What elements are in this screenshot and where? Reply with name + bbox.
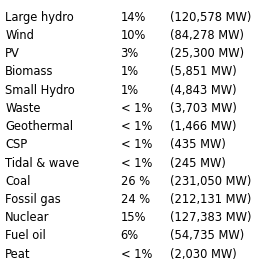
Text: Fossil gas: Fossil gas bbox=[5, 193, 61, 206]
Text: 1%: 1% bbox=[121, 84, 139, 97]
Text: Coal: Coal bbox=[5, 175, 31, 188]
Text: Peat: Peat bbox=[5, 248, 31, 261]
Text: (435 MW): (435 MW) bbox=[170, 138, 226, 151]
Text: (212,131 MW): (212,131 MW) bbox=[170, 193, 252, 206]
Text: 1%: 1% bbox=[121, 65, 139, 78]
Text: Wind: Wind bbox=[5, 29, 34, 42]
Text: < 1%: < 1% bbox=[121, 138, 152, 151]
Text: < 1%: < 1% bbox=[121, 102, 152, 115]
Text: (84,278 MW): (84,278 MW) bbox=[170, 29, 244, 42]
Text: (120,578 MW): (120,578 MW) bbox=[170, 11, 252, 24]
Text: (25,300 MW): (25,300 MW) bbox=[170, 47, 244, 60]
Text: (127,383 MW): (127,383 MW) bbox=[170, 211, 252, 224]
Text: 14%: 14% bbox=[121, 11, 146, 24]
Text: (2,030 MW): (2,030 MW) bbox=[170, 248, 237, 261]
Text: < 1%: < 1% bbox=[121, 120, 152, 133]
Text: PV: PV bbox=[5, 47, 20, 60]
Text: Tidal & wave: Tidal & wave bbox=[5, 156, 79, 169]
Text: 6%: 6% bbox=[121, 230, 139, 243]
Text: (245 MW): (245 MW) bbox=[170, 156, 226, 169]
Text: (3,703 MW): (3,703 MW) bbox=[170, 102, 237, 115]
Text: (54,735 MW): (54,735 MW) bbox=[170, 230, 244, 243]
Text: (5,851 MW): (5,851 MW) bbox=[170, 65, 237, 78]
Text: (231,050 MW): (231,050 MW) bbox=[170, 175, 252, 188]
Text: < 1%: < 1% bbox=[121, 156, 152, 169]
Text: CSP: CSP bbox=[5, 138, 28, 151]
Text: 10%: 10% bbox=[121, 29, 146, 42]
Text: Large hydro: Large hydro bbox=[5, 11, 74, 24]
Text: Small Hydro: Small Hydro bbox=[5, 84, 75, 97]
Text: (4,843 MW): (4,843 MW) bbox=[170, 84, 237, 97]
Text: (1,466 MW): (1,466 MW) bbox=[170, 120, 237, 133]
Text: Geothermal: Geothermal bbox=[5, 120, 73, 133]
Text: Biomass: Biomass bbox=[5, 65, 54, 78]
Text: 26 %: 26 % bbox=[121, 175, 150, 188]
Text: 15%: 15% bbox=[121, 211, 146, 224]
Text: 3%: 3% bbox=[121, 47, 139, 60]
Text: Nuclear: Nuclear bbox=[5, 211, 50, 224]
Text: Waste: Waste bbox=[5, 102, 41, 115]
Text: < 1%: < 1% bbox=[121, 248, 152, 261]
Text: Fuel oil: Fuel oil bbox=[5, 230, 46, 243]
Text: 24 %: 24 % bbox=[121, 193, 150, 206]
